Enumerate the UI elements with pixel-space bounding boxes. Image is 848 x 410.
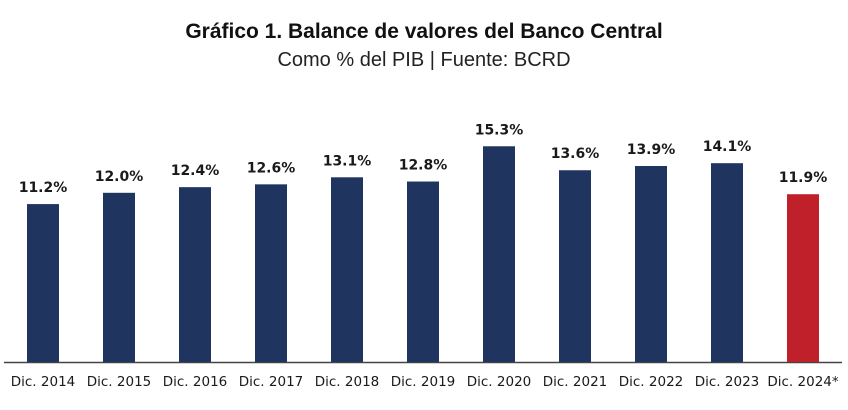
data-label: 15.3% (475, 122, 524, 138)
bar-2023 (711, 163, 743, 362)
x-tick-label: Dic. 2014 (11, 374, 76, 390)
data-label: 12.6% (247, 160, 296, 176)
data-label: 12.0% (95, 169, 144, 185)
data-label: 13.9% (627, 142, 676, 158)
x-tick-label: Dic. 2021 (543, 374, 608, 390)
bar-2021 (559, 170, 591, 362)
data-label: 13.6% (551, 146, 600, 162)
bar-2018 (331, 177, 363, 362)
x-tick-label: Dic. 2017 (239, 374, 304, 390)
x-tick-label: Dic. 2019 (391, 374, 456, 390)
data-label: 11.2% (19, 180, 68, 196)
x-tick-label: Dic. 2016 (163, 374, 228, 390)
x-tick-label: Dic. 2023 (695, 374, 760, 390)
bar-2015 (103, 192, 135, 362)
x-tick-label: Dic. 2024* (767, 374, 839, 390)
data-label: 11.9% (779, 170, 828, 186)
bar-2016 (179, 187, 211, 362)
data-label: 12.8% (399, 158, 448, 174)
bar-2022 (635, 166, 667, 362)
data-label: 13.1% (323, 153, 372, 169)
bar-2019 (407, 181, 439, 362)
data-label: 14.1% (703, 139, 752, 155)
x-tick-label: Dic. 2015 (87, 374, 152, 390)
bar-2017 (255, 184, 287, 362)
x-tick-label: Dic. 2020 (467, 374, 532, 390)
data-label: 12.4% (171, 163, 220, 179)
bar-2020 (483, 146, 515, 362)
bar-2014 (27, 204, 59, 362)
chart-subtitle: Como % del PIB | Fuente: BCRD (277, 49, 571, 71)
chart-title: Gráfico 1. Balance de valores del Banco … (185, 20, 663, 43)
x-tick-label: Dic. 2018 (315, 374, 380, 390)
bar-2024 (787, 194, 819, 362)
x-tick-label: Dic. 2022 (619, 374, 684, 390)
